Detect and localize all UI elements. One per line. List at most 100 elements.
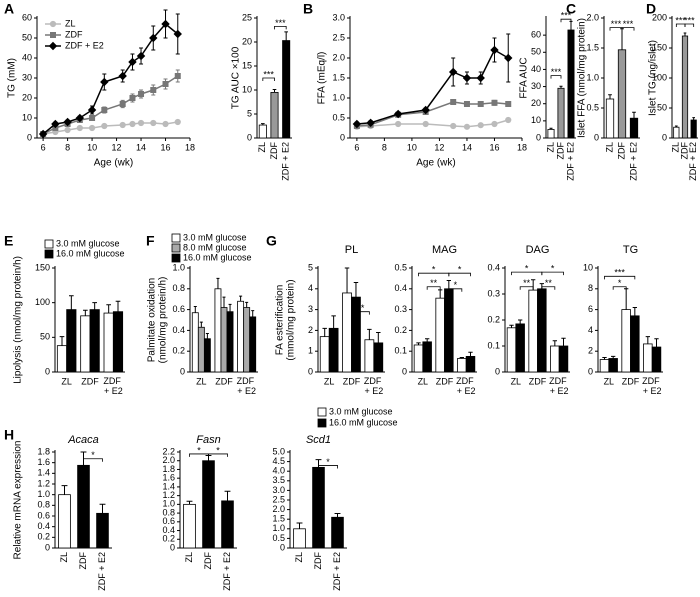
y-tick-label: 5.0: [272, 446, 285, 456]
y-tick-label: 1.8: [37, 446, 50, 456]
significance-label: ***: [275, 18, 286, 28]
bar: [203, 338, 211, 373]
significance-bracket: [426, 286, 441, 290]
error-bar: [199, 321, 203, 328]
bar: [191, 312, 199, 373]
bar: [183, 503, 196, 549]
legend-label: ZDF: [65, 29, 83, 39]
significance-label: ***: [684, 15, 695, 25]
error-bar: [186, 500, 193, 505]
marker: [118, 71, 127, 81]
significance-bracket: [83, 458, 103, 462]
error-bar: [205, 333, 209, 339]
y-tick-label: 1.0: [172, 262, 185, 272]
marker: [174, 73, 181, 79]
x-tick-label: 8: [65, 142, 70, 152]
y-tick-label: 20: [242, 36, 252, 46]
y-tick-label: 1.5: [272, 514, 285, 524]
error-bar: [334, 512, 341, 518]
y-tick-label: 1.5: [586, 42, 599, 52]
marker: [64, 126, 71, 134]
bar: [328, 327, 339, 373]
error-bar: [438, 289, 443, 299]
significance-bracket: [612, 286, 627, 290]
y-axis-label: (nmol/mg protein/h): [158, 277, 169, 364]
marker: [173, 29, 182, 39]
bar: [66, 309, 77, 373]
x-tick-label: ZDF: [269, 142, 279, 160]
bar: [237, 300, 245, 373]
y-tick-label: 0.6: [37, 510, 50, 520]
marker: [100, 77, 109, 87]
significance-bracket: [208, 453, 228, 457]
bar: [293, 528, 306, 549]
y-tick-label: 25: [242, 12, 252, 22]
x-axis-label: Age (wk): [94, 158, 133, 169]
marker: [504, 53, 513, 63]
bar: [681, 35, 689, 139]
error-bar: [552, 340, 557, 346]
bar: [364, 339, 375, 373]
x-tick-label: ZDF + E2: [281, 142, 291, 181]
y-tick-label: 0.2: [487, 314, 500, 324]
marker: [101, 122, 108, 130]
y-tick-label: 1: [308, 346, 313, 356]
bar: [202, 460, 215, 549]
x-tick-label: ZL: [604, 142, 614, 153]
marker: [450, 99, 457, 105]
y-tick-label: 3.0: [272, 485, 285, 495]
y-tick-label: 50: [22, 32, 32, 42]
marker: [149, 33, 158, 43]
bar: [77, 464, 90, 549]
x-tick-label: ZL: [511, 376, 522, 386]
y-tick-label: 2.0: [332, 52, 345, 62]
bar: [226, 311, 234, 373]
y-tick-label: 0.5: [586, 102, 599, 112]
y-tick-label: 0: [588, 366, 593, 376]
significance-label: **: [430, 278, 438, 288]
y-tick-label: 100: [35, 297, 50, 307]
bar: [413, 344, 424, 373]
y-tick-label: 1.5: [332, 72, 345, 82]
x-tick-label: 10: [87, 142, 97, 152]
significance-bracket: [541, 286, 556, 290]
marker: [51, 119, 60, 129]
error-bar: [322, 327, 327, 337]
y-axis-label: Islet FFA (nmol/mg protein): [577, 18, 588, 138]
marker: [138, 91, 145, 97]
x-tick-label: ZDF + E2: [456, 376, 476, 396]
marker: [491, 99, 498, 106]
y-tick-label: 0.6: [162, 516, 175, 526]
y-tick-label: 15: [242, 60, 252, 70]
error-bar: [376, 331, 381, 343]
y-tick-label: 0.6: [172, 304, 185, 314]
bar: [547, 129, 555, 139]
marker: [150, 119, 157, 127]
error-bar: [620, 28, 624, 50]
bar: [270, 92, 279, 139]
x-tick-label: ZDF: [78, 552, 88, 570]
significance-bracket: [355, 311, 370, 315]
bar: [422, 341, 432, 373]
significance-label: ***: [551, 67, 562, 77]
y-tick-label: 2.0: [586, 12, 599, 22]
error-bar: [654, 338, 659, 348]
y-tick-label: 1.0: [162, 499, 175, 509]
line: [42, 22, 179, 135]
legend-marker: [50, 32, 56, 38]
marker: [128, 57, 137, 67]
significance-label: *: [361, 303, 365, 313]
y-tick-label: 10: [583, 262, 593, 272]
chart-title: Scd1: [306, 434, 331, 446]
marker: [395, 120, 402, 128]
y-tick-label: 0.1: [487, 340, 500, 350]
y-tick-label: 0.8: [37, 500, 50, 510]
x-tick-label: 16: [161, 142, 171, 152]
significance-bracket: [318, 465, 338, 469]
chart-title: Acaca: [67, 434, 99, 446]
marker: [76, 124, 83, 132]
y-tick-label: 4: [308, 283, 313, 293]
marker: [88, 124, 96, 132]
marker: [129, 120, 136, 128]
significance-label: *: [432, 265, 436, 275]
